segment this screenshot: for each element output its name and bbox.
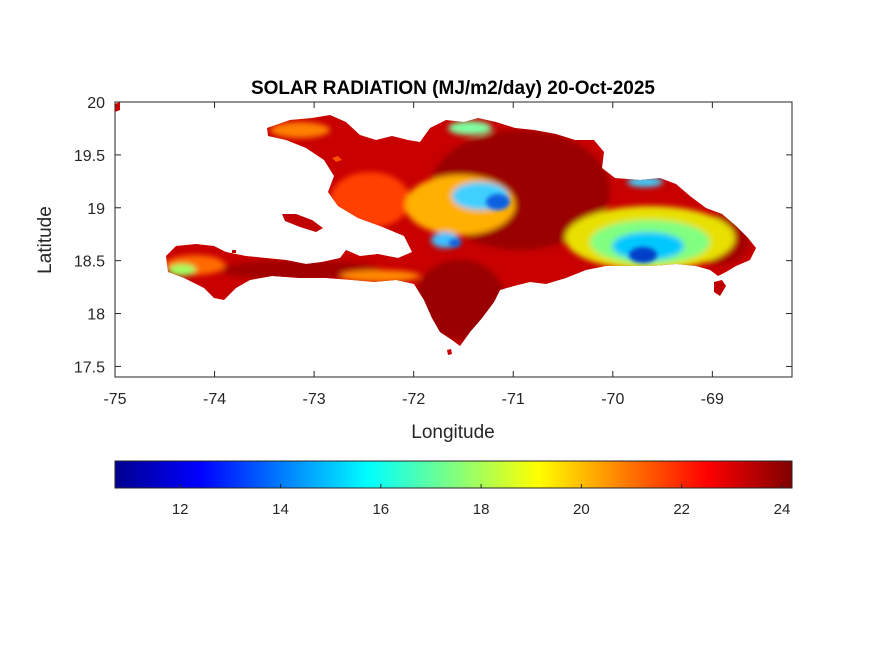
min-spot-south	[449, 239, 461, 247]
mid-zone-nw	[270, 122, 330, 138]
y-tick-label: 17.5	[74, 359, 105, 376]
x-tick-label: -69	[701, 391, 724, 408]
colorbar-tick-label: 14	[272, 501, 289, 518]
colorbar-tick-label: 24	[774, 501, 791, 518]
x-tick-label: -72	[402, 391, 425, 408]
colorbar-tick-label: 18	[473, 501, 490, 518]
cuba-edge	[115, 102, 120, 112]
low-zone-west-tip	[168, 264, 196, 276]
x-tick-label: -71	[502, 391, 525, 408]
x-axis: -75 -74 -73 -72 -71 -70 -69	[103, 102, 724, 408]
min-spot-central	[486, 194, 510, 210]
minimum-spots	[449, 194, 657, 263]
y-axis-label: Latitude	[35, 206, 56, 274]
west-speck	[232, 250, 236, 253]
y-tick-label: 20	[87, 95, 105, 112]
tortuga-island	[332, 156, 342, 162]
x-tick-label: -75	[103, 391, 126, 408]
colorbar-tick-label: 22	[673, 501, 690, 518]
x-tick-label: -73	[303, 391, 326, 408]
colorbar-tick-label: 20	[573, 501, 590, 518]
saona-island	[714, 280, 726, 296]
high-zone-southwest	[220, 260, 380, 280]
colorbar-tick-label: 16	[372, 501, 389, 518]
colorbar-ticks: 12 14 16 18 20 22 24	[172, 484, 790, 518]
min-spot-east	[629, 247, 657, 263]
beata-island	[447, 349, 452, 355]
x-tick-label: -70	[601, 391, 624, 408]
x-tick-label: -74	[203, 391, 226, 408]
y-axis: 17.5 18 18.5 19 19.5 20	[74, 95, 792, 376]
colorbar-tick-label: 12	[172, 501, 189, 518]
y-tick-label: 18	[87, 307, 105, 324]
y-tick-label: 19	[87, 201, 105, 218]
mid-zone-south-coast	[340, 270, 420, 282]
y-tick-label: 19.5	[74, 148, 105, 165]
x-axis-label: Longitude	[411, 422, 494, 443]
low-zone-north-peak	[448, 121, 492, 135]
y-tick-label: 18.5	[74, 254, 105, 271]
colorbar	[114, 460, 793, 489]
chart-title: SOLAR RADIATION (MJ/m2/day) 20-Oct-2025	[251, 78, 655, 99]
radiation-field	[166, 121, 750, 340]
gonave-island	[282, 214, 323, 232]
